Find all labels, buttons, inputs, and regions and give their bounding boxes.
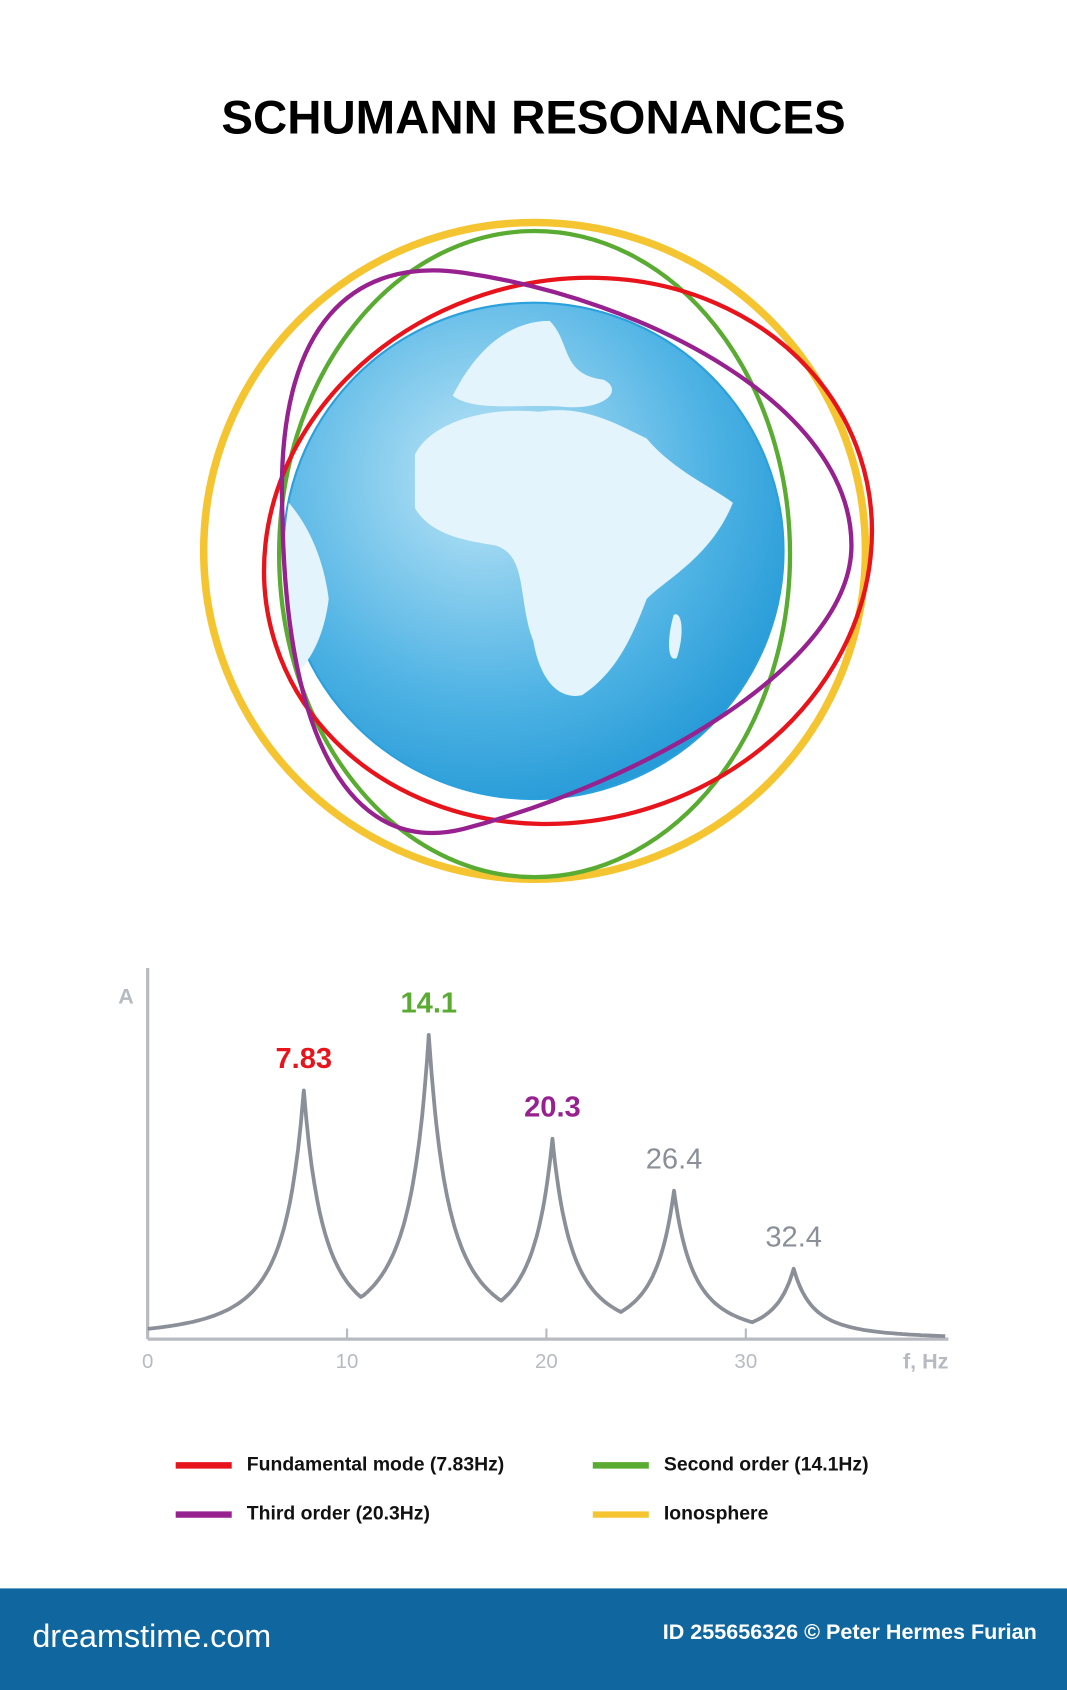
peak-label: 26.4 (646, 1143, 703, 1175)
footer-site: dreamstime.com (32, 1618, 271, 1654)
fundamental-wave (261, 275, 875, 827)
x-tick-label: 10 (336, 1351, 359, 1373)
legend-label: Third order (20.3Hz) (247, 1504, 430, 1525)
x-tick-label: 20 (535, 1351, 558, 1373)
second-order-wave (276, 228, 793, 880)
footer-band (0, 1588, 1067, 1690)
spectrum-peak (147, 1088, 368, 1331)
x-tick-label: 30 (734, 1351, 757, 1373)
legend-label: Ionosphere (664, 1504, 769, 1525)
y-axis-label: A (118, 985, 134, 1009)
x-axis-label: f, Hz (903, 1349, 949, 1373)
spectrum-peak (612, 1188, 735, 1318)
ionosphere-ring (199, 218, 870, 883)
x-tick-label: 0 (142, 1351, 153, 1373)
europe (452, 320, 613, 408)
south-america (283, 502, 329, 674)
legend-label: Fundamental mode (7.83Hz) (247, 1455, 504, 1476)
madagascar (668, 614, 682, 659)
peak-label: 32.4 (765, 1221, 822, 1253)
spectrum-peak (733, 1266, 946, 1338)
spectrum-peak (365, 1032, 492, 1295)
spectrum-peak (489, 1136, 615, 1310)
peak-label: 14.1 (400, 988, 457, 1020)
legend-label: Second order (14.1Hz) (664, 1455, 869, 1476)
peak-label: 7.83 (275, 1043, 332, 1075)
africa (414, 410, 733, 696)
peak-label: 20.3 (524, 1092, 581, 1124)
title: SCHUMANN RESONANCES (221, 91, 845, 144)
globe (199, 218, 875, 883)
footer-credit: ID 255656326 © Peter Hermes Furian (663, 1620, 1037, 1644)
third-order-wave (279, 268, 854, 836)
